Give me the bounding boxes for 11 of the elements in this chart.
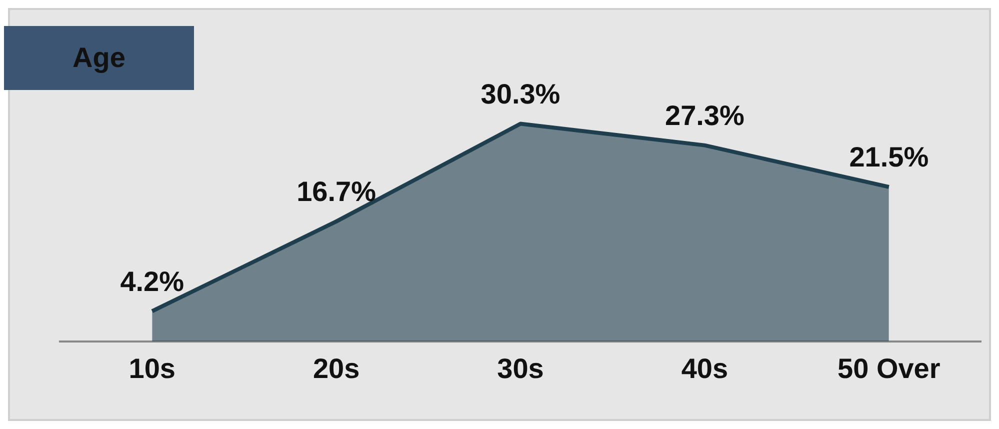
data-label: 27.3% bbox=[664, 100, 744, 132]
data-label: 30.3% bbox=[480, 78, 560, 110]
x-tick-label: 10s bbox=[128, 352, 176, 384]
x-tick-label: 30s bbox=[497, 352, 544, 384]
data-label: 4.2% bbox=[120, 266, 184, 297]
x-tick-label: 20s bbox=[312, 352, 360, 384]
x-tick-label: 50 Over bbox=[838, 352, 940, 384]
data-label: 16.7% bbox=[296, 176, 376, 208]
x-tick-label: 40s bbox=[681, 352, 728, 384]
data-label: 21.5% bbox=[849, 142, 929, 173]
chart-title: Age bbox=[72, 42, 126, 74]
